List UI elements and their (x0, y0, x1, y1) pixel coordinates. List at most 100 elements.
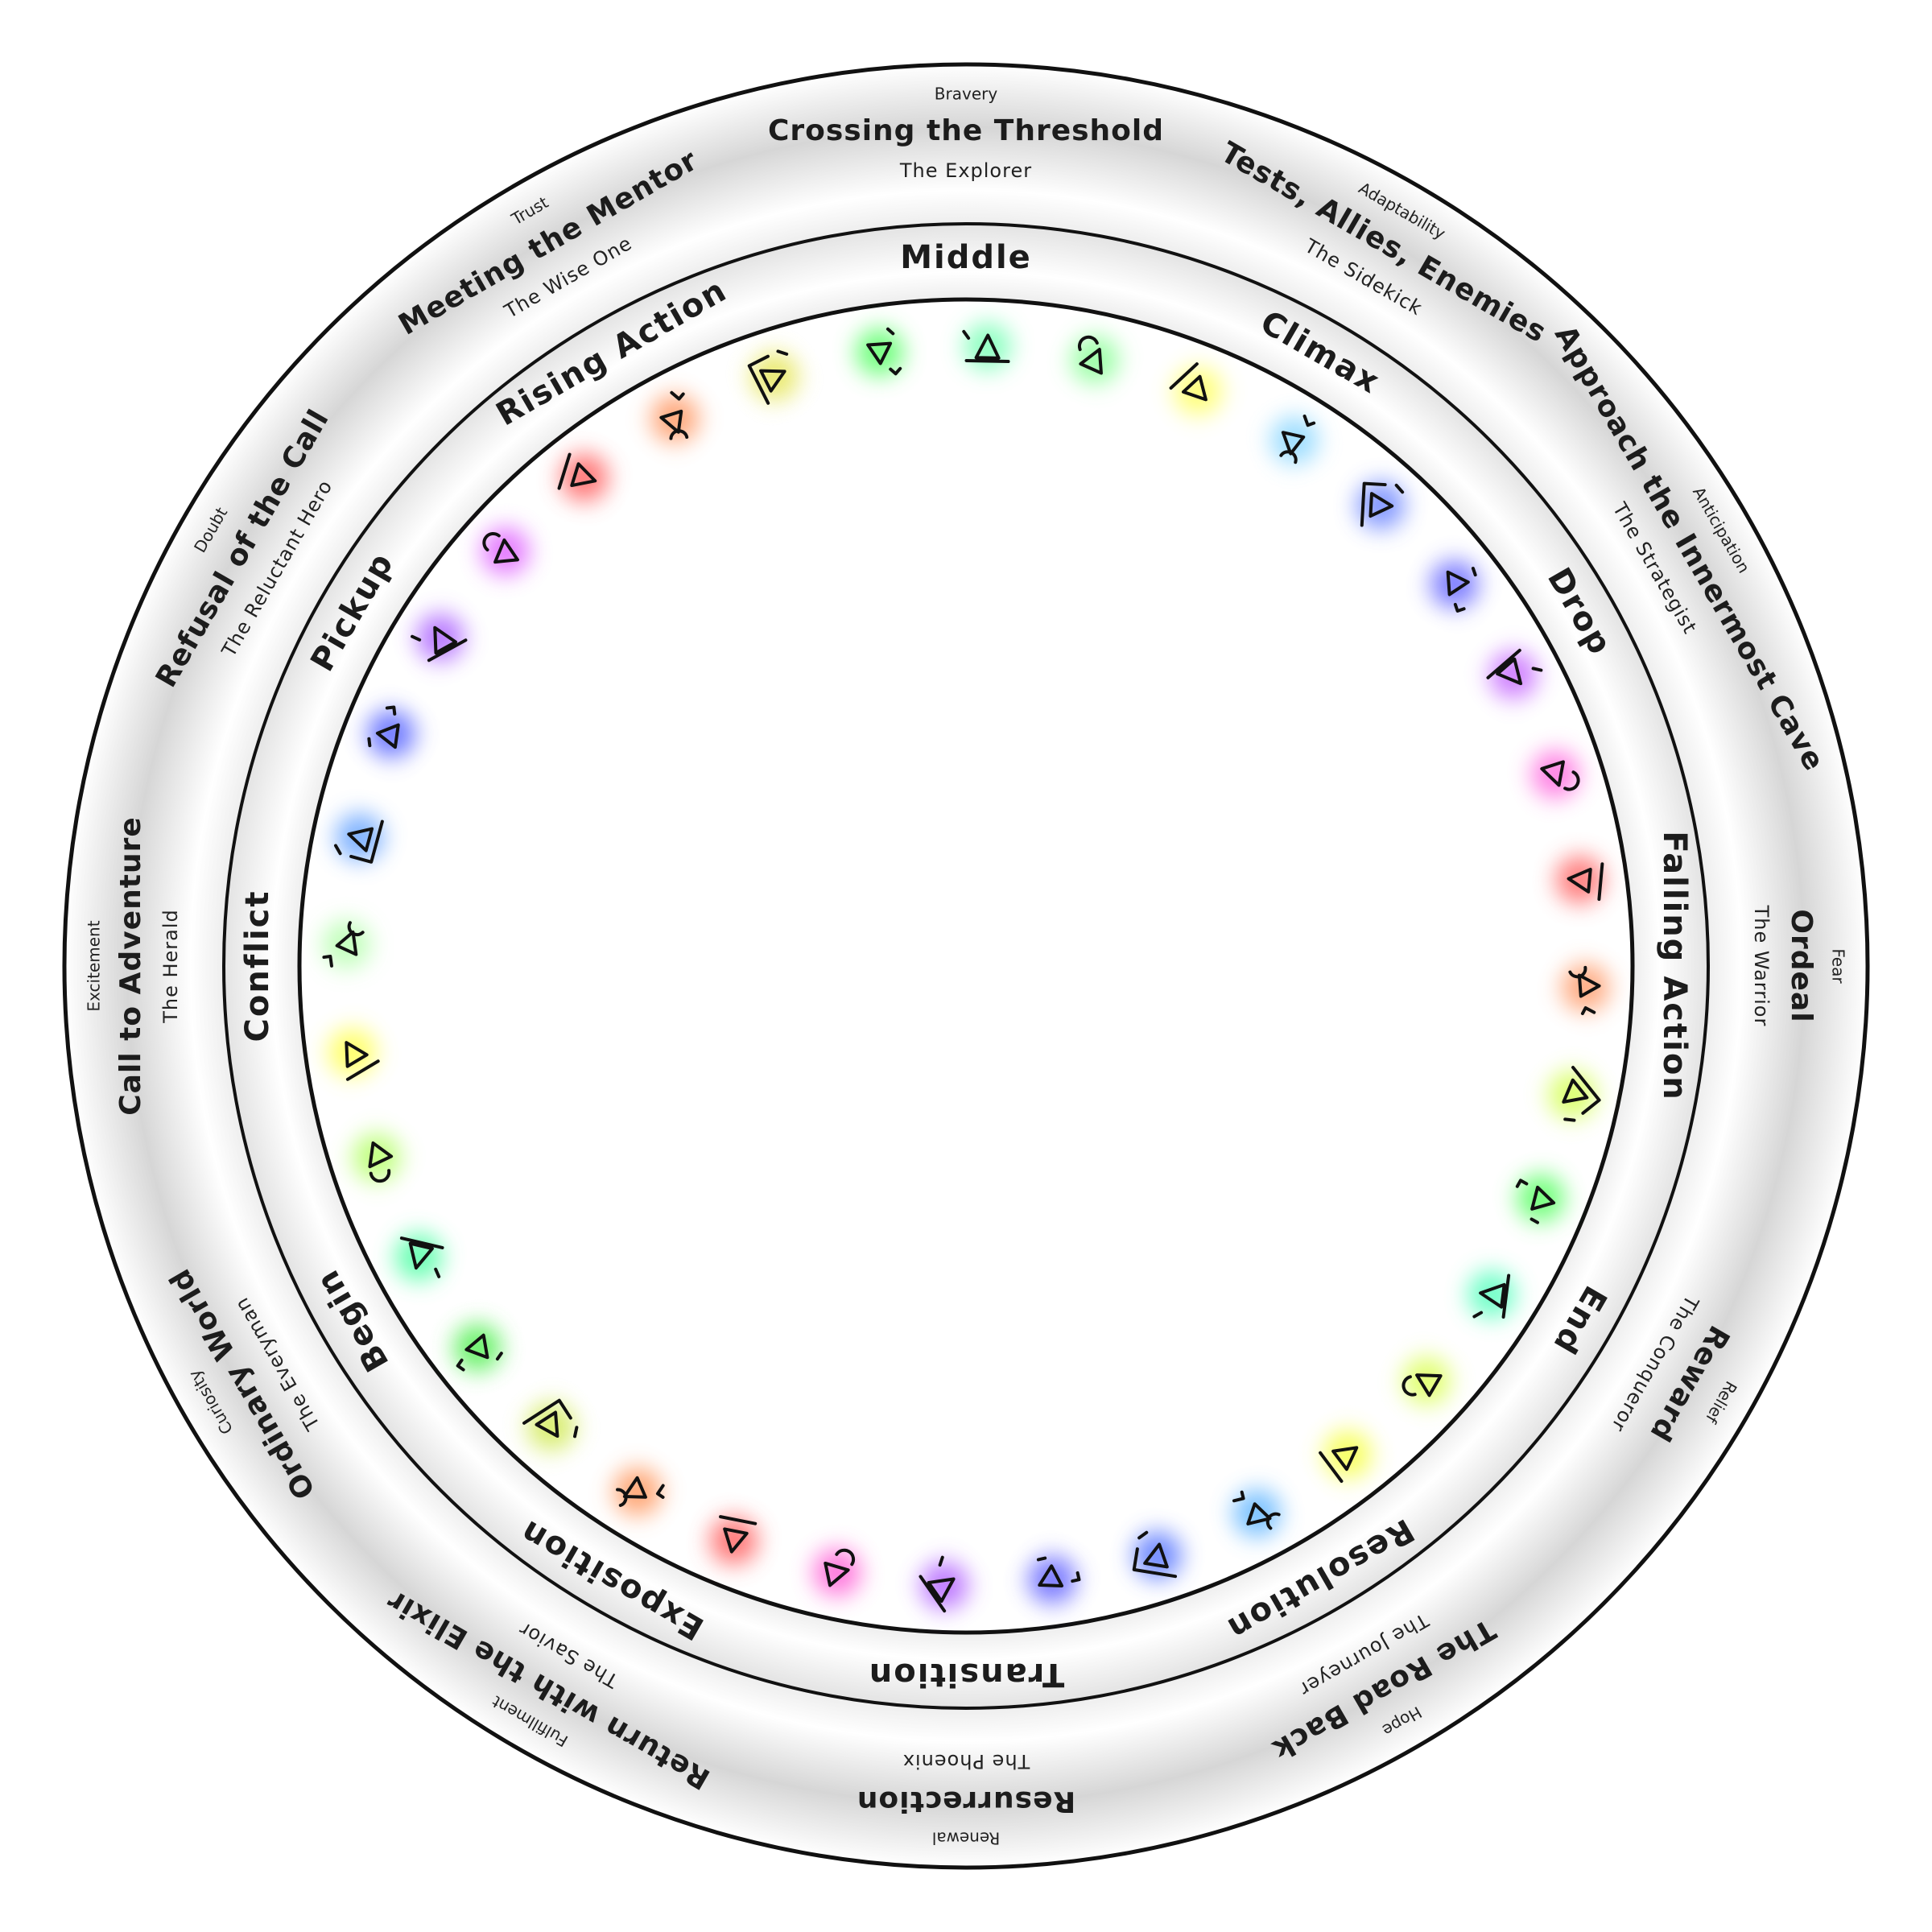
story-beat-icon (557, 452, 609, 502)
beat-glyph (719, 1515, 758, 1554)
beat-glyph (368, 1141, 394, 1183)
beat-glyph (1132, 1530, 1178, 1579)
beat-glyph (399, 1236, 444, 1278)
beat-glyph (616, 1476, 665, 1508)
act-label-transition: Transition (868, 1656, 1064, 1693)
beat-glow (1488, 650, 1538, 700)
stage-archetype-resurrection: The Phoenix (902, 1750, 1030, 1773)
beat-glyph (1279, 414, 1316, 464)
beat-glyph (1319, 1446, 1359, 1483)
beat-glow (1516, 1174, 1565, 1223)
beat-glow (328, 1028, 377, 1077)
beat-glow (1555, 855, 1604, 904)
beat-glow (812, 1548, 861, 1597)
story-beat-icon (1561, 963, 1610, 1016)
beat-glyph (345, 1041, 380, 1081)
beat-glyph (1562, 1066, 1601, 1122)
beat-glyph (1360, 481, 1405, 527)
story-beat-icon (1515, 1174, 1565, 1224)
story-beat-icon (333, 812, 384, 864)
story-beat-icon (453, 1323, 503, 1373)
story-beat-icon (1430, 559, 1479, 613)
stage-title-resurrection: Resurrection (857, 1785, 1075, 1818)
stage-title-ordeal: Ordeal (1785, 909, 1818, 1022)
story-beat-icon (613, 1468, 665, 1516)
stage-emotion-resurrection: Renewal (932, 1829, 1000, 1848)
beat-glow (650, 394, 700, 444)
beat-glow (335, 812, 384, 861)
beat-glyph (1036, 1556, 1081, 1587)
beat-glyph (659, 390, 689, 440)
beat-glyph (1472, 1274, 1511, 1319)
story-beat-icon (1402, 1356, 1451, 1406)
beat-glyph (1078, 335, 1103, 375)
beat-glyph (482, 531, 519, 564)
stage-emotion-crossing-the-threshold: Bravery (935, 85, 998, 104)
beat-glow (1323, 1430, 1373, 1479)
beat-glyph (962, 329, 1010, 364)
story-beat-icon (1486, 648, 1543, 700)
story-beat-icon (1132, 1530, 1182, 1580)
beat-glow (559, 453, 609, 502)
beat-glyph (1567, 862, 1604, 902)
beat-glyph (411, 625, 468, 663)
story-beat-icon (1028, 1555, 1081, 1604)
story-beat-icon (1071, 335, 1120, 384)
story-beat-icon (1555, 855, 1604, 904)
beat-glyph (367, 705, 400, 749)
stage-emotion-ordeal: Fear (1829, 948, 1848, 984)
story-beat-icon (522, 1398, 579, 1451)
beat-glyph (824, 1548, 856, 1587)
story-beat-icon (650, 390, 700, 444)
story-beat-icon (1232, 1488, 1282, 1538)
stage-title-crossing-the-threshold: Crossing the Threshold (768, 114, 1164, 147)
beat-glow (709, 1516, 758, 1565)
beat-glow (481, 526, 530, 576)
story-beat-icon (1548, 1066, 1601, 1122)
center-disc (299, 299, 1633, 1633)
beat-glow (1071, 335, 1120, 384)
beat-glow (1531, 750, 1580, 799)
story-beat-icon (1169, 362, 1223, 416)
beat-glyph (1486, 648, 1543, 686)
beat-glyph (557, 452, 597, 490)
story-beat-icon (709, 1515, 758, 1565)
beat-glyph (1169, 362, 1208, 402)
act-label-middle: Middle (900, 239, 1032, 276)
beat-glyph (1446, 567, 1477, 613)
story-beat-icon (394, 1232, 444, 1282)
beat-glow (1028, 1555, 1077, 1604)
beat-glyph (333, 819, 384, 864)
stage-emotion-call-to-adventure: Excitement (85, 920, 104, 1011)
story-beat-icon (962, 322, 1012, 371)
middle-ring-line (222, 222, 1710, 1710)
story-beats (322, 322, 1610, 1613)
story-beat-icon (747, 349, 799, 405)
story-beat-icon (1319, 1430, 1373, 1483)
story-beat-icon (1531, 750, 1580, 799)
story-beat-icon (919, 1555, 969, 1613)
beat-glyph (919, 1555, 956, 1613)
beat-glyph (1568, 965, 1601, 1016)
beat-glyph (1402, 1373, 1443, 1397)
stage-archetype-crossing-the-threshold: The Explorer (899, 159, 1032, 182)
story-beat-icon (1270, 414, 1319, 464)
story-beat-icon (481, 526, 530, 576)
beat-glow (613, 1468, 662, 1516)
beat-glow (322, 920, 371, 969)
beat-glow (1356, 481, 1406, 530)
beat-glow (920, 1561, 969, 1610)
stage-archetype-ordeal: The Warrior (1750, 905, 1773, 1027)
story-beat-icon (352, 1133, 401, 1183)
beat-glow (416, 613, 464, 662)
stage-title-call-to-adventure: Call to Adventure (114, 816, 147, 1116)
story-beat-icon (367, 705, 416, 758)
beat-glow (367, 709, 416, 758)
story-beat-icon (855, 327, 904, 377)
story-beat-icon (322, 920, 371, 969)
beat-glow (453, 1323, 502, 1373)
beat-glow (1402, 1356, 1451, 1406)
beat-glow (1174, 367, 1223, 416)
beat-glow (855, 328, 904, 377)
